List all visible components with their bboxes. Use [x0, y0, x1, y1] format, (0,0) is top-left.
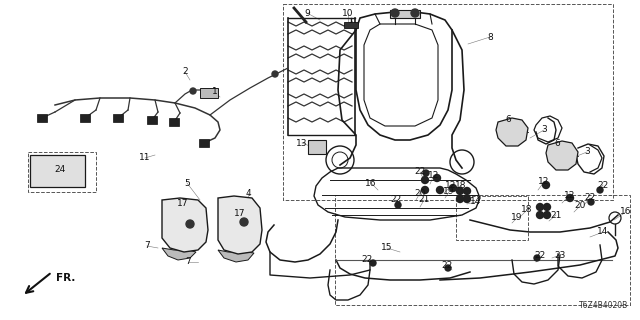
Circle shape: [445, 265, 451, 271]
Bar: [147, 116, 157, 124]
Text: 21: 21: [550, 211, 562, 220]
Text: 12: 12: [564, 190, 576, 199]
Circle shape: [395, 202, 401, 208]
Circle shape: [456, 196, 463, 203]
Bar: [199, 139, 209, 147]
Polygon shape: [218, 196, 262, 254]
Circle shape: [588, 199, 594, 205]
Text: 20: 20: [574, 202, 586, 211]
Text: 3: 3: [584, 148, 590, 156]
Text: 21: 21: [419, 196, 429, 204]
Text: 16: 16: [620, 207, 632, 217]
Bar: [28, 152, 96, 192]
Text: 14: 14: [470, 197, 482, 206]
Text: 11: 11: [140, 154, 151, 163]
Circle shape: [436, 187, 444, 194]
Polygon shape: [546, 141, 578, 170]
Text: 7: 7: [185, 258, 191, 267]
Text: 22: 22: [584, 194, 596, 203]
Text: 15: 15: [381, 244, 393, 252]
Circle shape: [190, 88, 196, 94]
Text: 22: 22: [534, 251, 546, 260]
Bar: [200, 88, 218, 98]
Circle shape: [391, 9, 399, 17]
Polygon shape: [496, 118, 528, 146]
Circle shape: [536, 212, 543, 219]
Text: 10: 10: [342, 9, 354, 18]
Circle shape: [422, 187, 429, 194]
Circle shape: [272, 71, 278, 77]
Circle shape: [536, 204, 543, 211]
Circle shape: [411, 9, 419, 17]
Bar: [169, 118, 179, 126]
Text: 6: 6: [505, 116, 511, 124]
Polygon shape: [162, 248, 196, 260]
Text: 4: 4: [245, 188, 251, 197]
Text: 12: 12: [445, 181, 457, 190]
Circle shape: [456, 188, 463, 195]
Text: 18: 18: [455, 180, 467, 189]
Text: 14: 14: [597, 228, 609, 236]
Text: 22: 22: [442, 260, 452, 269]
Text: 19: 19: [444, 188, 455, 196]
Text: 18: 18: [521, 205, 532, 214]
Polygon shape: [218, 250, 254, 262]
Text: 22: 22: [597, 180, 609, 189]
Text: 23: 23: [554, 251, 566, 260]
Text: 7: 7: [144, 242, 150, 251]
Bar: [456, 196, 528, 240]
Text: 22: 22: [414, 167, 426, 177]
Text: 8: 8: [487, 33, 493, 42]
Circle shape: [534, 255, 540, 261]
Text: 6: 6: [554, 139, 560, 148]
Circle shape: [463, 196, 470, 203]
Circle shape: [543, 181, 550, 188]
Text: 16: 16: [365, 179, 377, 188]
Bar: [390, 10, 420, 18]
Text: 17: 17: [234, 209, 246, 218]
Text: 2: 2: [182, 68, 188, 76]
Circle shape: [543, 204, 550, 211]
Circle shape: [370, 260, 376, 266]
Bar: [283, 4, 613, 200]
Bar: [80, 114, 90, 122]
Text: 22: 22: [362, 255, 372, 265]
Circle shape: [186, 220, 194, 228]
Circle shape: [449, 185, 456, 191]
Text: 3: 3: [541, 125, 547, 134]
Text: 13: 13: [296, 139, 308, 148]
Text: 22: 22: [390, 196, 402, 204]
Text: 12: 12: [538, 178, 550, 187]
Circle shape: [543, 212, 550, 219]
Circle shape: [240, 218, 248, 226]
Circle shape: [463, 188, 470, 195]
Bar: [30, 155, 85, 187]
Circle shape: [423, 170, 429, 176]
Text: 17: 17: [177, 198, 189, 207]
Text: 20: 20: [414, 188, 426, 197]
Circle shape: [566, 195, 573, 202]
Text: FR.: FR.: [56, 273, 76, 283]
Text: 19: 19: [511, 213, 523, 222]
Bar: [335, 195, 630, 305]
Bar: [37, 114, 47, 122]
Circle shape: [597, 187, 603, 193]
Text: 12: 12: [428, 171, 440, 180]
Text: T6Z4B4020B: T6Z4B4020B: [579, 301, 628, 310]
Text: 5: 5: [184, 179, 190, 188]
Circle shape: [433, 174, 440, 181]
Bar: [113, 114, 123, 122]
Text: 1: 1: [212, 87, 218, 97]
Bar: [344, 22, 358, 28]
Text: 9: 9: [304, 9, 310, 18]
Polygon shape: [162, 198, 208, 252]
Circle shape: [422, 177, 429, 183]
Text: 24: 24: [54, 165, 66, 174]
Bar: [308, 140, 326, 154]
